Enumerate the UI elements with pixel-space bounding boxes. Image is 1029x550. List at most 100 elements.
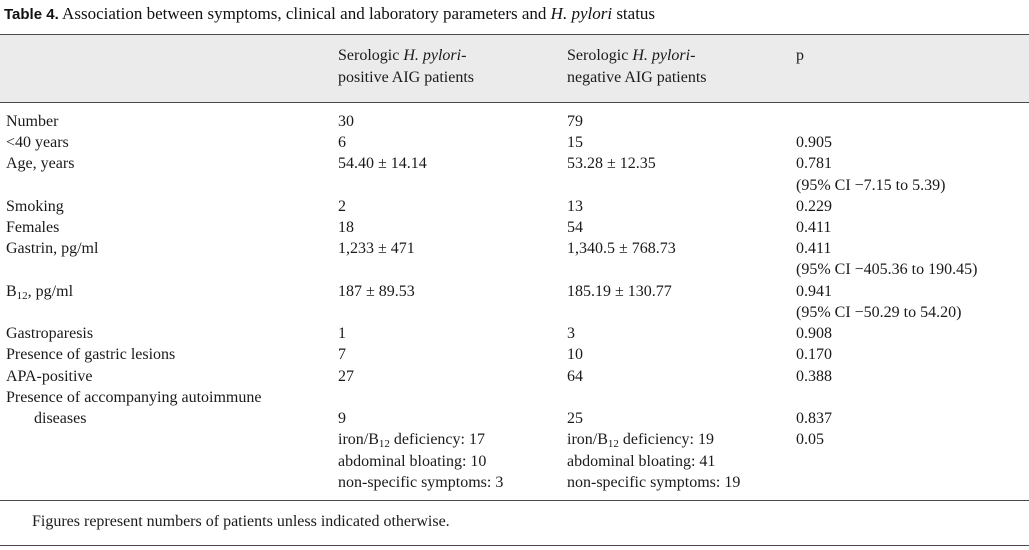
cell-negative: 54 xyxy=(567,219,583,236)
table-row: Age, years 54.40 ± 14.14 53.28 ± 12.35 0… xyxy=(0,153,1029,175)
table-bottom-rule xyxy=(0,500,1029,501)
cell-negative: 13 xyxy=(567,198,583,215)
cell-negative-sub: 12 xyxy=(607,438,619,450)
cell-positive: 2 xyxy=(338,198,346,215)
cell-p: 0.941 xyxy=(796,283,832,300)
cell-p-ci: (95% CI −50.29 to 54.20) xyxy=(796,304,962,321)
table-row: Females 18 54 0.411 xyxy=(0,217,1029,239)
caption-text-after: status xyxy=(612,4,656,23)
table-row-ci: (95% CI −405.36 to 190.45) xyxy=(0,259,1029,281)
header-negative: Serologic H. pylori- negative AIG patien… xyxy=(567,45,707,89)
header-negative-suffix: - xyxy=(690,47,696,64)
header-negative-line2: negative AIG patients xyxy=(567,69,707,86)
cell-negative: abdominal bloating: 41 xyxy=(567,453,716,470)
cell-negative: 25 xyxy=(567,410,583,427)
cell-p: 0.908 xyxy=(796,325,832,342)
cell-negative: 1,340.5 ± 768.73 xyxy=(567,240,676,257)
header-negative-italic: H. pylori xyxy=(632,47,691,64)
table-row: Gastrin, pg/ml 1,233 ± 471 1,340.5 ± 768… xyxy=(0,238,1029,260)
row-label: Gastrin, pg/ml xyxy=(6,240,99,257)
cell-positive: 18 xyxy=(338,219,354,236)
cell-p-ci: (95% CI −405.36 to 190.45) xyxy=(796,261,978,278)
cell-p-ci: (95% CI −7.15 to 5.39) xyxy=(796,177,946,194)
cell-positive: 7 xyxy=(338,346,346,363)
cell-positive: 30 xyxy=(338,113,354,130)
cell-p: 0.05 xyxy=(796,431,824,448)
table-footnote: Figures represent numbers of patients un… xyxy=(32,513,450,530)
table-row: iron/B12 deficiency: 17 iron/B12 deficie… xyxy=(0,429,1029,451)
row-label: Smoking xyxy=(6,198,64,215)
cell-p: 0.837 xyxy=(796,410,832,427)
header-p: p xyxy=(796,47,804,64)
table-row: <40 years 6 15 0.905 xyxy=(0,132,1029,154)
cell-positive: 6 xyxy=(338,134,346,151)
cell-positive: 1,233 ± 471 xyxy=(338,240,415,257)
header-positive-suffix: - xyxy=(461,47,467,64)
table-row-ci: (95% CI −50.29 to 54.20) xyxy=(0,302,1029,324)
cell-p: 0.781 xyxy=(796,155,832,172)
table-row: Presence of accompanying autoimmune xyxy=(0,387,1029,409)
row-label: Presence of gastric lesions xyxy=(6,346,176,363)
cell-positive-prefix: iron/B xyxy=(338,431,379,448)
cell-negative: 10 xyxy=(567,346,583,363)
cell-positive: 54.40 ± 14.14 xyxy=(338,155,427,172)
table-row: Presence of gastric lesions 7 10 0.170 xyxy=(0,344,1029,366)
header-positive: Serologic H. pylori- positive AIG patien… xyxy=(338,45,474,89)
row-label-base: B xyxy=(6,283,17,300)
caption-italic: H. pylori xyxy=(550,4,613,23)
cell-negative-rest: deficiency: 19 xyxy=(618,431,714,448)
cell-p: 0.905 xyxy=(796,134,832,151)
caption-text-before: Association between symptoms, clinical a… xyxy=(58,4,551,23)
cell-positive: 9 xyxy=(338,410,346,427)
table-row-ci: (95% CI −7.15 to 5.39) xyxy=(0,175,1029,197)
row-label: Age, years xyxy=(6,155,75,172)
cell-negative: 79 xyxy=(567,113,583,130)
row-label-continued: diseases xyxy=(34,410,87,427)
table-row: Gastroparesis 1 3 0.908 xyxy=(0,323,1029,345)
table-row: B12, pg/ml 187 ± 89.53 185.19 ± 130.77 0… xyxy=(0,281,1029,303)
table-row: diseases 9 25 0.837 xyxy=(0,408,1029,430)
row-label-rest: , pg/ml xyxy=(27,283,74,300)
cell-p: 0.388 xyxy=(796,368,832,385)
cell-negative: 185.19 ± 130.77 xyxy=(567,283,672,300)
cell-positive: abdominal bloating: 10 xyxy=(338,453,487,470)
header-positive-line2: positive AIG patients xyxy=(338,69,474,86)
header-positive-prefix: Serologic xyxy=(338,47,404,64)
cell-p: 0.411 xyxy=(796,240,832,257)
row-label-sub: 12 xyxy=(16,290,28,302)
row-label: B12, pg/ml xyxy=(6,281,73,303)
cell-negative-prefix: iron/B xyxy=(567,431,608,448)
row-label: Number xyxy=(6,113,59,130)
table-row: abdominal bloating: 10 abdominal bloatin… xyxy=(0,451,1029,473)
cell-p: 0.170 xyxy=(796,346,832,363)
cell-positive-sub: 12 xyxy=(378,438,390,450)
cell-negative: 53.28 ± 12.35 xyxy=(567,155,656,172)
row-label: Gastroparesis xyxy=(6,325,94,342)
cell-negative: 3 xyxy=(567,325,575,342)
cell-negative: 15 xyxy=(567,134,583,151)
cell-positive: non-specific symptoms: 3 xyxy=(338,474,504,491)
table-row: APA-positive 27 64 0.388 xyxy=(0,366,1029,388)
table-caption: Table 4. Association between symptoms, c… xyxy=(4,4,655,24)
table-row: Smoking 2 13 0.229 xyxy=(0,196,1029,218)
cell-positive: iron/B12 deficiency: 17 xyxy=(338,429,485,451)
table-row: Number 30 79 xyxy=(0,111,1029,133)
row-label: Females xyxy=(6,219,60,236)
table-header-band xyxy=(0,34,1029,103)
footnote-rule xyxy=(0,545,1029,546)
cell-positive: 187 ± 89.53 xyxy=(338,283,415,300)
row-label: APA-positive xyxy=(6,368,93,385)
row-label: <40 years xyxy=(6,134,69,151)
row-label: Presence of accompanying autoimmune xyxy=(6,389,262,406)
table-row: non-specific symptoms: 3 non-specific sy… xyxy=(0,472,1029,494)
cell-negative: 64 xyxy=(567,368,583,385)
cell-negative: iron/B12 deficiency: 19 xyxy=(567,429,714,451)
header-negative-prefix: Serologic xyxy=(567,47,633,64)
cell-positive-rest: deficiency: 17 xyxy=(389,431,485,448)
cell-p: 0.229 xyxy=(796,198,832,215)
cell-positive: 1 xyxy=(338,325,346,342)
cell-positive: 27 xyxy=(338,368,354,385)
header-positive-italic: H. pylori xyxy=(403,47,462,64)
cell-p: 0.411 xyxy=(796,219,832,236)
cell-negative: non-specific symptoms: 19 xyxy=(567,474,741,491)
